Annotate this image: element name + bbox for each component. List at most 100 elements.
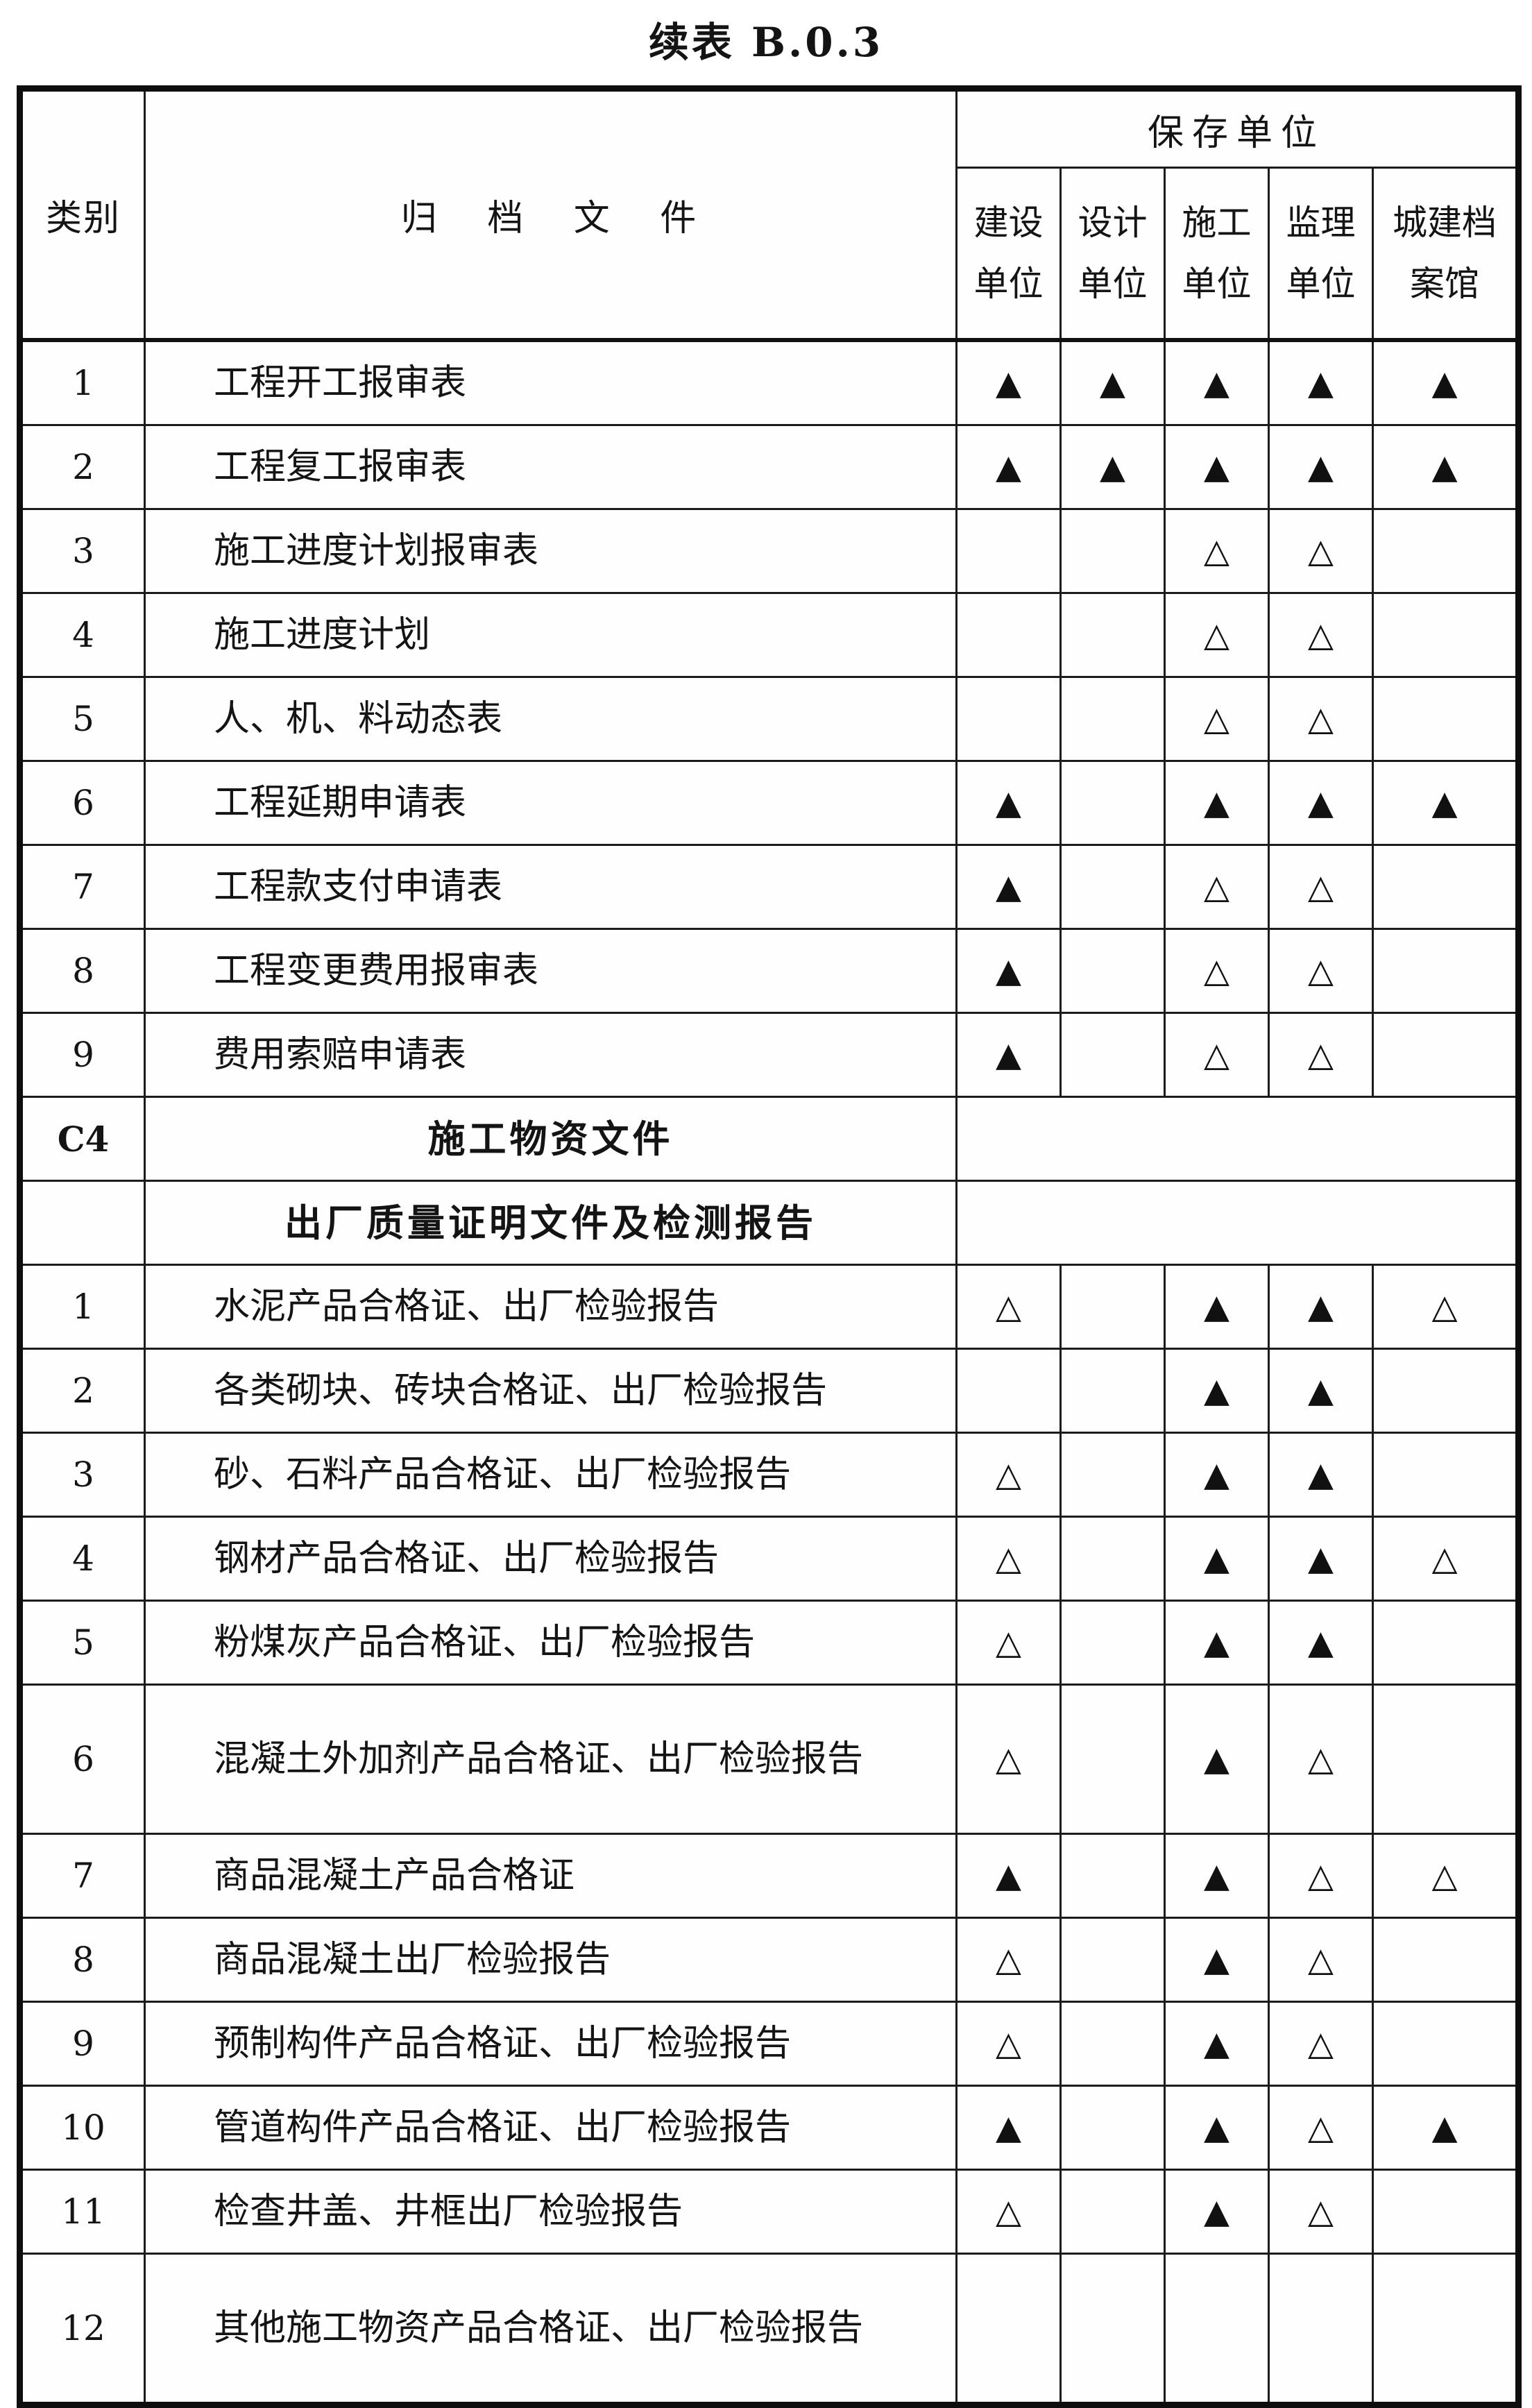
mark-empty <box>1268 2253 1374 2406</box>
mark-hollow-triangle: △ <box>955 1600 1062 1686</box>
document-name-cell: 钢材产品合格证、出厂检验报告 <box>144 1516 958 1602</box>
document-name-text: 工程变更费用报审表 <box>214 949 539 992</box>
mark-empty <box>1371 844 1520 930</box>
mark-filled-triangle: ▲ <box>1164 339 1270 426</box>
document-name-text: 各类砌块、砖块合格证、出厂检验报告 <box>214 1369 828 1411</box>
mark-empty <box>1059 1264 1166 1350</box>
mark-hollow-triangle: △ <box>1268 676 1374 762</box>
mark-empty <box>955 1348 1062 1434</box>
row-number-cell: 12 <box>19 2253 146 2406</box>
mark-empty <box>1164 2253 1270 2406</box>
mark-hollow-triangle: △ <box>955 1264 1062 1350</box>
mark-empty <box>1059 2085 1166 2171</box>
document-name-cell: 粉煤灰产品合格证、出厂检验报告 <box>144 1600 958 1686</box>
table-row: 4 钢材产品合格证、出厂检验报告 △ ▲ ▲ △ <box>19 1516 1520 1602</box>
mark-filled-triangle: ▲ <box>1268 1432 1374 1518</box>
mark-filled-triangle: ▲ <box>1268 424 1374 510</box>
table-row: 6 工程延期申请表 ▲ ▲ ▲ ▲ <box>19 760 1520 846</box>
document-name-cell: 水泥产品合格证、出厂检验报告 <box>144 1264 958 1350</box>
mark-empty <box>955 592 1062 678</box>
mark-empty <box>955 508 1062 594</box>
unit-name: 城建档 案馆 <box>1375 169 1516 336</box>
mark-empty <box>1371 2253 1520 2406</box>
document-name-cell: 施工进度计划 <box>144 592 958 678</box>
table-row: 3 施工进度计划报审表 △ △ <box>19 508 1520 594</box>
mark-hollow-triangle: △ <box>1268 1012 1374 1098</box>
mark-filled-triangle: ▲ <box>1371 339 1520 426</box>
page-title: 续表 B.0.3 <box>648 19 884 66</box>
mark-empty <box>1059 1516 1166 1602</box>
document-name-text: 施工物资文件 <box>427 1116 674 1161</box>
mark-empty <box>1371 676 1520 762</box>
table-row: 1 工程开工报审表 ▲ ▲ ▲ ▲ ▲ <box>19 339 1520 426</box>
mark-filled-triangle: ▲ <box>955 339 1062 426</box>
document-name-cell: 出厂质量证明文件及检测报告 <box>144 1180 958 1266</box>
unit-name-line: 城建档 <box>1393 202 1497 243</box>
mark-filled-triangle: ▲ <box>1371 760 1520 846</box>
unit-name-line: 施工 <box>1182 202 1252 243</box>
mark-hollow-triangle: △ <box>955 2001 1062 2087</box>
mark-filled-triangle: ▲ <box>1164 1833 1270 1919</box>
row-number-cell: 9 <box>19 2001 146 2087</box>
row-number-cell: 1 <box>19 339 146 426</box>
table-row: 5 粉煤灰产品合格证、出厂检验报告 △ ▲ ▲ <box>19 1600 1520 1686</box>
mark-filled-triangle: ▲ <box>1268 1264 1374 1350</box>
mark-empty <box>1059 760 1166 846</box>
header-row-units: 建设 单位 设计 单位 施工 单位 <box>20 167 1520 342</box>
header-unit-design: 设计 单位 <box>1059 167 1166 342</box>
unit-name: 监理 单位 <box>1271 169 1371 336</box>
mark-filled-triangle: ▲ <box>1164 424 1270 510</box>
mark-empty <box>1371 1917 1520 2003</box>
row-number-cell: 6 <box>19 1684 146 1835</box>
document-name-cell: 工程变更费用报审表 <box>144 928 958 1014</box>
mark-hollow-triangle: △ <box>1164 1012 1270 1098</box>
document-name-cell: 预制构件产品合格证、出厂检验报告 <box>144 2001 958 2087</box>
mark-empty <box>1371 2001 1520 2087</box>
table-row: 1 水泥产品合格证、出厂检验报告 △ ▲ ▲ △ <box>19 1264 1520 1350</box>
mark-hollow-triangle: △ <box>1164 508 1270 594</box>
mark-filled-triangle: ▲ <box>1164 1348 1270 1434</box>
mark-filled-triangle: ▲ <box>955 424 1062 510</box>
mark-filled-triangle: ▲ <box>955 928 1062 1014</box>
document-name-text: 预制构件产品合格证、出厂检验报告 <box>214 2022 792 2064</box>
mark-hollow-triangle: △ <box>1268 844 1374 930</box>
table-row: 8 商品混凝土出厂检验报告 △ ▲ △ <box>19 1917 1520 2003</box>
unit-name-line: 设计 <box>1078 202 1148 243</box>
document-name-text: 工程款支付申请表 <box>214 865 503 908</box>
mark-hollow-triangle: △ <box>1268 592 1374 678</box>
mark-filled-triangle: ▲ <box>955 2085 1062 2171</box>
document-name-text: 出厂质量证明文件及检测报告 <box>284 1200 817 1245</box>
unit-name-line: 监理 <box>1286 202 1356 243</box>
mark-empty <box>1371 1012 1520 1098</box>
document-name-cell: 费用索赔申请表 <box>144 1012 958 1098</box>
mark-filled-triangle: ▲ <box>955 844 1062 930</box>
mark-filled-triangle: ▲ <box>1164 1516 1270 1602</box>
mark-empty <box>1059 1600 1166 1686</box>
document-name-cell: 混凝土外加剂产品合格证、出厂检验报告 <box>144 1684 958 1835</box>
row-number-cell: 2 <box>19 424 146 510</box>
mark-filled-triangle: ▲ <box>1164 2001 1270 2087</box>
mark-filled-triangle: ▲ <box>1268 1348 1374 1434</box>
mark-hollow-triangle: △ <box>1371 1264 1520 1350</box>
mark-empty <box>1059 592 1166 678</box>
header-category: 类别 <box>19 87 146 342</box>
table-row: 4 施工进度计划 △ △ <box>19 592 1520 678</box>
table-row: 8 工程变更费用报审表 ▲ △ △ <box>19 928 1520 1014</box>
mark-empty <box>955 676 1062 762</box>
mark-hollow-triangle: △ <box>1268 2169 1374 2255</box>
unit-name-line: 案馆 <box>1410 264 1480 305</box>
mark-empty <box>1059 1833 1166 1919</box>
mark-filled-triangle: ▲ <box>1371 424 1520 510</box>
unit-name-line: 单位 <box>1182 264 1252 305</box>
document-name-text: 管道构件产品合格证、出厂检验报告 <box>214 2106 792 2148</box>
row-number-cell: 9 <box>19 1012 146 1098</box>
mark-filled-triangle: ▲ <box>955 1833 1062 1919</box>
document-name-text: 工程复工报审表 <box>214 446 467 488</box>
table-header: 类别 归 档 文 件 保存单位 建设 单位 设计 单位 <box>19 87 1520 342</box>
document-name-text: 钢材产品合格证、出厂检验报告 <box>214 1537 720 1579</box>
storage-marks-merged-cell <box>955 1096 1520 1182</box>
header-unit-construction-owner: 建设 单位 <box>955 167 1062 342</box>
document-name-text: 费用索赔申请表 <box>214 1033 467 1076</box>
mark-empty <box>1059 676 1166 762</box>
mark-empty <box>1371 1432 1520 1518</box>
